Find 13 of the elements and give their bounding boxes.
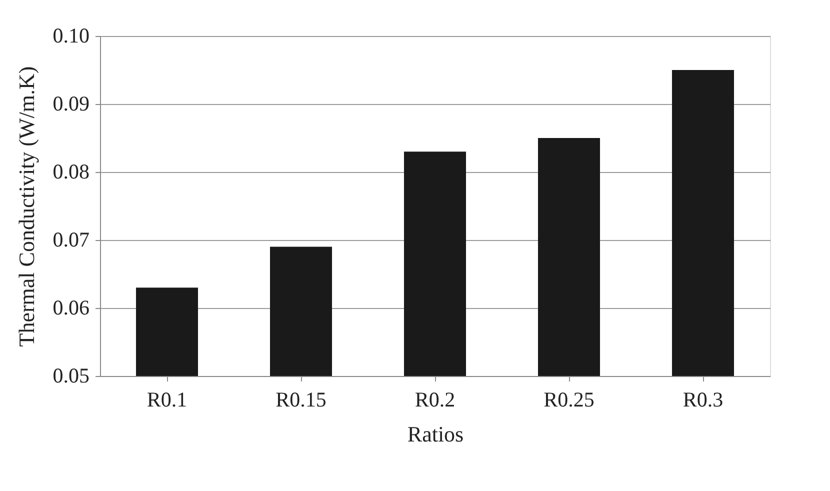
x-tick-label: R0.15 <box>276 388 326 412</box>
x-tick-label: R0.3 <box>682 388 724 412</box>
y-tick-label: 0.10 <box>52 24 90 48</box>
y-axis-title: Thermal Conductivity (W/m.K) <box>14 66 39 347</box>
y-tick-label: 0.07 <box>52 228 90 252</box>
x-axis-title: Ratios <box>407 422 464 446</box>
y-tick-label: 0.06 <box>52 296 90 320</box>
y-tick-label: 0.08 <box>52 160 90 184</box>
x-tick-label: R0.25 <box>544 388 594 412</box>
y-tick-label: 0.09 <box>52 92 90 116</box>
x-tick-label: R0.1 <box>146 388 188 412</box>
x-tick-label: R0.2 <box>414 388 456 412</box>
y-tick-label: 0.05 <box>52 364 90 388</box>
